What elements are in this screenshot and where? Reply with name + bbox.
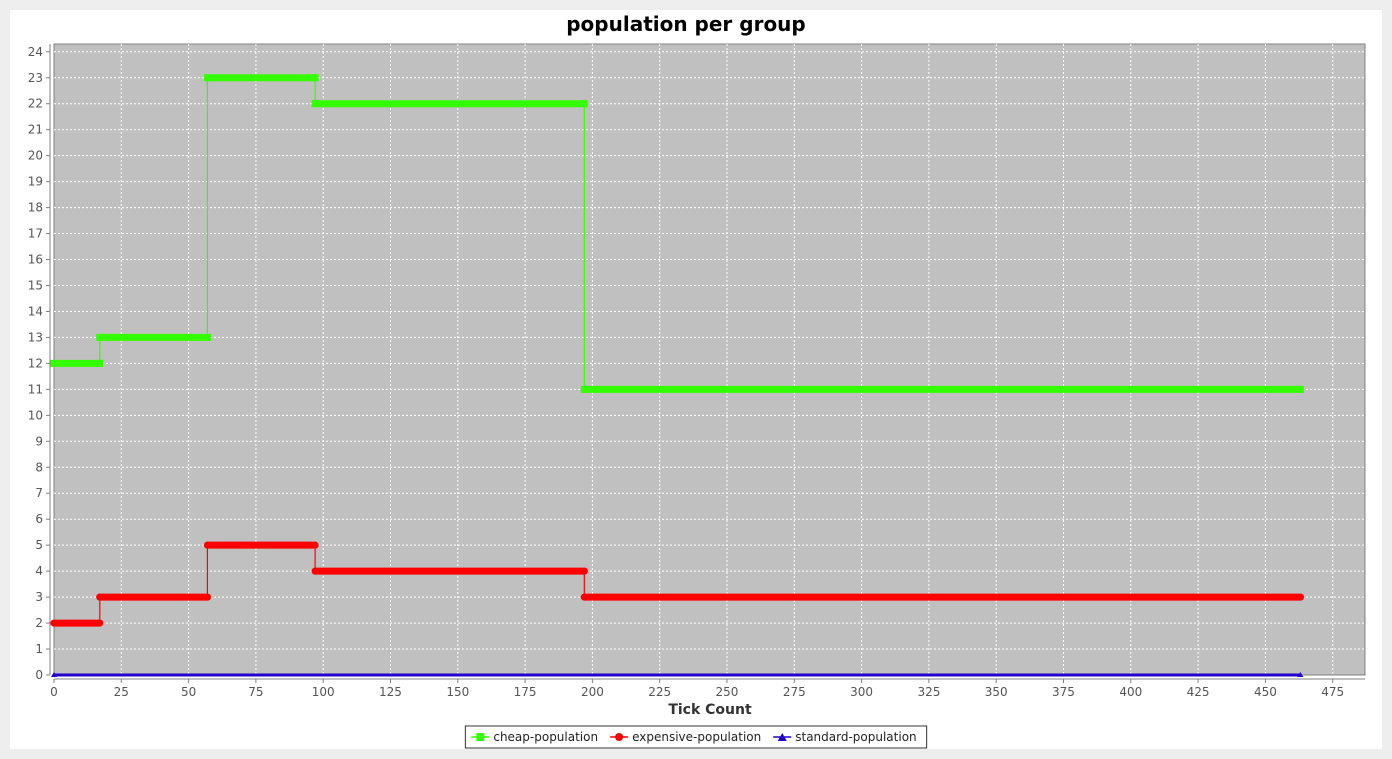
x-tick-label: 400: [1119, 685, 1142, 699]
y-tick-label: 6: [35, 512, 43, 526]
data-point: [96, 619, 104, 627]
legend-label: cheap-population: [493, 730, 598, 744]
legend-symbol-circle: [610, 733, 629, 741]
y-tick-label: 21: [28, 123, 43, 137]
series-lines: [50, 74, 1304, 677]
data-point: [1297, 672, 1304, 677]
x-tick-label: 275: [783, 685, 806, 699]
x-tick-label: 50: [181, 685, 196, 699]
x-tick-label: 125: [379, 685, 402, 699]
y-tick-label: 7: [35, 486, 43, 500]
data-point: [96, 333, 104, 341]
chart: population per group 0 25 50 75 100 125 150 175…: [28, 12, 1366, 749]
data-point: [203, 74, 211, 82]
y-tick-label: 2: [35, 616, 43, 630]
data-point: [580, 593, 588, 601]
chart-title: population per group: [566, 12, 806, 36]
y-tick-label: 24: [28, 45, 43, 59]
plot-area: [53, 43, 1366, 676]
legend-label: expensive-population: [632, 730, 761, 744]
legend-symbol-square: [471, 733, 490, 741]
legend-label: standard-population: [795, 730, 916, 744]
x-tick-label: 200: [581, 685, 604, 699]
data-point: [50, 359, 58, 367]
y-tick-label: 14: [28, 304, 43, 318]
chart-panel: population per group 0 25 50 75 100 125 150 175…: [10, 10, 1382, 749]
series-expensive-population: [50, 541, 1304, 627]
x-tick-label: 150: [446, 685, 469, 699]
data-point: [580, 100, 588, 108]
x-axis-label: Tick Count: [668, 702, 752, 718]
y-tick-label: 20: [28, 149, 43, 163]
x-tick-label: 300: [850, 685, 873, 699]
y-tick-label: 15: [28, 278, 43, 292]
data-point: [1296, 593, 1304, 601]
series-cheap-population: [50, 74, 1304, 393]
y-tick-label: 8: [35, 460, 43, 474]
y-tick-label: 19: [28, 175, 43, 189]
y-tick-label: 4: [35, 564, 43, 578]
x-tick-label: 0: [50, 685, 58, 699]
y-tick-label: 5: [35, 538, 43, 552]
x-tick-label: 325: [917, 685, 940, 699]
y-tick-label: 11: [28, 382, 43, 396]
data-point: [203, 333, 211, 341]
y-tick-label: 16: [28, 253, 43, 267]
data-point: [96, 359, 104, 367]
data-point: [580, 385, 588, 393]
data-point: [203, 593, 211, 601]
data-point: [580, 567, 588, 575]
y-tick-label: 13: [28, 330, 43, 344]
data-point: [96, 593, 104, 601]
legend-symbol-triangle: [773, 733, 792, 741]
data-point: [203, 541, 211, 549]
y-tick-label: 12: [28, 356, 43, 370]
x-tick-label: 375: [1052, 685, 1075, 699]
data-point: [311, 567, 319, 575]
series-standard-population: [51, 672, 1304, 677]
y-tick-label: 3: [35, 590, 43, 604]
x-tick-label: 25: [114, 685, 129, 699]
x-tick-label: 100: [312, 685, 335, 699]
x-tick-label: 450: [1254, 685, 1277, 699]
x-tick-label: 175: [514, 685, 537, 699]
y-tick-label: 10: [28, 408, 43, 422]
x-tick-label: 425: [1187, 685, 1210, 699]
data-point: [311, 541, 319, 549]
legend: cheap-population expensive-population stan…: [464, 725, 928, 749]
y-tick-label: 22: [28, 97, 43, 111]
y-tick-label: 23: [28, 71, 43, 85]
x-tick-label: 475: [1321, 685, 1344, 699]
x-tick-label: 250: [716, 685, 739, 699]
y-tick-label: 1: [35, 642, 43, 656]
legend-box: [464, 725, 928, 749]
x-tick-label: 350: [985, 685, 1008, 699]
y-tick-label: 18: [28, 201, 43, 215]
x-tick-label: 75: [248, 685, 263, 699]
axes: 0 25 50 75 100 125 150 175 200 225 250 275 300 325 350…: [28, 44, 1365, 699]
data-point: [50, 619, 58, 627]
y-tick-label: 9: [35, 434, 43, 448]
x-tick-label: 225: [648, 685, 671, 699]
y-tick-label: 0: [35, 668, 43, 682]
data-point: [311, 74, 319, 82]
data-point: [51, 672, 57, 677]
y-tick-label: 17: [28, 227, 43, 241]
data-point: [1296, 385, 1304, 393]
data-point: [311, 100, 319, 108]
